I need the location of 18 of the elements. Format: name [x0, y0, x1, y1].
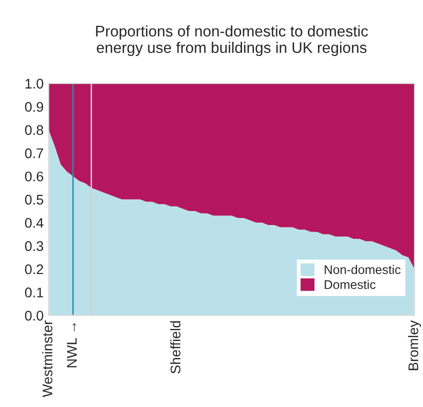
- legend-label: Non-domestic: [324, 264, 401, 274]
- y-tick-label: 0.5: [25, 194, 44, 205]
- y-tick-label: 0.3: [25, 241, 44, 251]
- x-tick-label: NWL →: [67, 323, 77, 368]
- y-tick-label: 0.0: [25, 310, 44, 321]
- y-tick-label: 0.2: [25, 264, 44, 274]
- y-tick-label: 0.6: [25, 172, 44, 182]
- x-tick-label: Bromley: [408, 320, 422, 370]
- y-tick-label: 0.4: [25, 218, 44, 228]
- y-tick-label: 1.0: [26, 78, 44, 89]
- y-tick-label: 0.8: [25, 125, 44, 135]
- y-tick-label: 0.9: [25, 102, 44, 112]
- y-tick-label: 0.7: [25, 148, 44, 158]
- x-tick-label: Sheffield: [170, 321, 180, 374]
- y-tick-label: 0.1: [25, 288, 44, 298]
- x-tick-label: Westminster: [42, 320, 52, 398]
- chart-title: Proportions of non-domestic to domestic energy use from buildings in UK regions: [96, 25, 368, 56]
- legend-label: Domestic: [324, 280, 376, 290]
